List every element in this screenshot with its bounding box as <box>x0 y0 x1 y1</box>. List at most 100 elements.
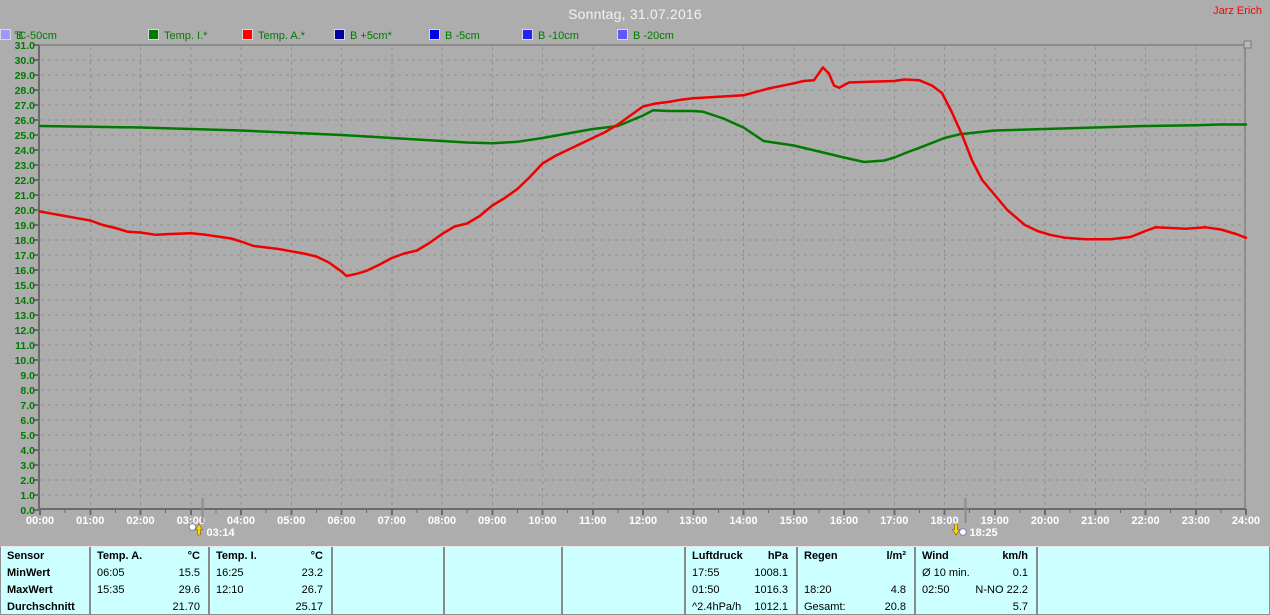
stat-temp-a-max-value: 29.6 <box>178 584 200 596</box>
y-tick-label: 27.0 <box>15 100 36 112</box>
y-tick-label: 2.0 <box>20 475 35 487</box>
page-title: Sonntag, 31.07.2016 <box>568 6 702 22</box>
x-tick-label: 19:00 <box>981 515 1009 527</box>
table-column-separator <box>208 547 210 614</box>
legend-swatch-temp-i <box>148 29 159 40</box>
x-tick-label: 09:00 <box>478 515 506 527</box>
sunrise-marker: 03:14 <box>188 498 235 539</box>
y-tick-label: 3.0 <box>20 460 35 472</box>
stat-wind-min-label: Ø 10 min. <box>922 567 970 579</box>
author-label: Jarz Erich <box>1213 5 1262 17</box>
stats-table: Sensor MinWert MaxWert Durchschnitt Temp. A.… <box>0 546 1270 615</box>
table-column-separator <box>914 547 916 614</box>
axis-ticks <box>33 44 1247 515</box>
y-tick-label: 5.0 <box>20 430 35 442</box>
chart-legend: °C Temp. I.* Temp. A.* B +5cm* B -5cm B -10c… <box>0 29 1270 45</box>
y-tick-label: 13.0 <box>15 310 36 322</box>
y-tick-label: 30.0 <box>15 55 36 67</box>
y-axis-labels: 0.0 1.0 2.0 3.0 4.0 5.0 6.0 7.0 8.0 9.0 10.0 11.0 12… <box>15 40 36 517</box>
legend-swatch-b-plus5 <box>334 29 345 40</box>
x-tick-label: 08:00 <box>428 515 456 527</box>
x-tick-label: 13:00 <box>679 515 707 527</box>
y-tick-label: 21.0 <box>15 190 36 202</box>
x-tick-label: 15:00 <box>780 515 808 527</box>
y-tick-label: 1.0 <box>20 490 35 502</box>
stat-temp-i-hdr-value: °C <box>310 550 323 562</box>
stat-wind-hdr-value: km/h <box>1002 550 1028 562</box>
legend-item-temp-a: Temp. A.* <box>242 29 305 45</box>
stats-row-label-minwert: MinWert <box>7 567 51 579</box>
y-tick-label: 7.0 <box>20 400 35 412</box>
x-tick-label: 05:00 <box>277 515 305 527</box>
stat-luftdruck-max-label: 01:50 <box>692 584 720 596</box>
x-tick-label: 02:00 <box>126 515 154 527</box>
x-tick-label: 11:00 <box>579 515 607 527</box>
y-tick-label: 19.0 <box>15 220 36 232</box>
stat-temp-i-max-label: 12:10 <box>216 584 244 596</box>
legend-swatch-b-10cm <box>522 29 533 40</box>
stat-regen-hdr-label: Regen <box>804 550 838 562</box>
stats-row-label-durchschnitt: Durchschnitt <box>7 601 75 613</box>
stat-luftdruck-avg-value: 1012.1 <box>754 601 788 613</box>
y-tick-label: 18.0 <box>15 235 36 247</box>
y-tick-label: 10.0 <box>15 355 36 367</box>
legend-label-temp-i: Temp. I.* <box>164 30 208 42</box>
x-axis-labels: 00:00 01:00 02:00 03:00 04:00 05:00 06:00 07:00… <box>26 515 1260 527</box>
legend-label-b-plus5: B +5cm* <box>350 30 392 42</box>
legend-item-b-10cm: B -10cm <box>522 29 579 45</box>
x-tick-label: 03:00 <box>177 515 205 527</box>
legend-item-b-20cm: B -20cm <box>617 29 674 45</box>
stat-temp-i-avg-value: 25.17 <box>295 601 323 613</box>
x-tick-label: 21:00 <box>1081 515 1109 527</box>
stat-luftdruck-hdr-label: Luftdruck <box>692 550 743 562</box>
stat-temp-a-min-value: 15.5 <box>178 567 200 579</box>
y-tick-label: 23.0 <box>15 160 36 172</box>
stat-wind-min-value: 0.1 <box>1012 567 1028 579</box>
x-tick-label: 20:00 <box>1031 515 1059 527</box>
y-tick-label: 6.0 <box>20 415 35 427</box>
y-tick-label: 22.0 <box>15 175 36 187</box>
stat-temp-i-max-value: 26.7 <box>301 584 323 596</box>
y-tick-label: 15.0 <box>15 280 36 292</box>
legend-label-b-5cm: B -5cm <box>445 30 480 42</box>
y-axis-unit-label: °C <box>14 30 27 42</box>
x-tick-label: 24:00 <box>1232 515 1260 527</box>
legend-swatch-b-50cm <box>0 29 11 40</box>
table-column-separator <box>796 547 798 614</box>
table-column-separator <box>684 547 686 614</box>
x-tick-label: 23:00 <box>1182 515 1210 527</box>
x-tick-label: 17:00 <box>880 515 908 527</box>
x-tick-label: 14:00 <box>729 515 757 527</box>
stat-temp-i-min-value: 23.2 <box>301 567 323 579</box>
y-tick-label: 12.0 <box>15 325 36 337</box>
stat-wind-max-label: 02:50 <box>922 584 950 596</box>
y-tick-label: 14.0 <box>15 295 36 307</box>
legend-swatch-b-20cm <box>617 29 628 40</box>
stat-regen-avg-value: 20.8 <box>884 601 906 613</box>
sunrise-time-label: 03:14 <box>206 527 235 539</box>
x-tick-label: 04:00 <box>227 515 255 527</box>
stat-regen-hdr-value: l/m² <box>886 550 906 562</box>
sunset-time-label: 18:25 <box>969 527 997 539</box>
stat-luftdruck-hdr-value: hPa <box>767 550 788 562</box>
y-tick-label: 26.0 <box>15 115 36 127</box>
legend-label-b-20cm: B -20cm <box>633 30 674 42</box>
grid-lines <box>41 47 1244 508</box>
stat-wind-hdr-label: Wind <box>922 550 949 562</box>
table-column-separator <box>331 547 333 614</box>
legend-item-b-plus5: B +5cm* <box>334 29 392 45</box>
table-column-separator <box>443 547 445 614</box>
table-column-separator <box>89 547 91 614</box>
stat-luftdruck-max-value: 1016.3 <box>754 584 788 596</box>
series-line-temp-a <box>38 66 1248 278</box>
y-tick-label: 31.0 <box>15 40 36 52</box>
y-tick-label: 20.0 <box>15 205 36 217</box>
stat-wind-max-value: N-NO 22.2 <box>975 584 1028 596</box>
stat-temp-i-min-label: 16:25 <box>216 567 244 579</box>
x-tick-label: 07:00 <box>378 515 406 527</box>
legend-swatch-temp-a <box>242 29 253 40</box>
stat-temp-a-max-label: 15:35 <box>97 584 125 596</box>
stats-row-label-maxwert: MaxWert <box>7 584 53 596</box>
y-tick-label: 8.0 <box>20 385 35 397</box>
sunset-icon <box>951 523 967 536</box>
